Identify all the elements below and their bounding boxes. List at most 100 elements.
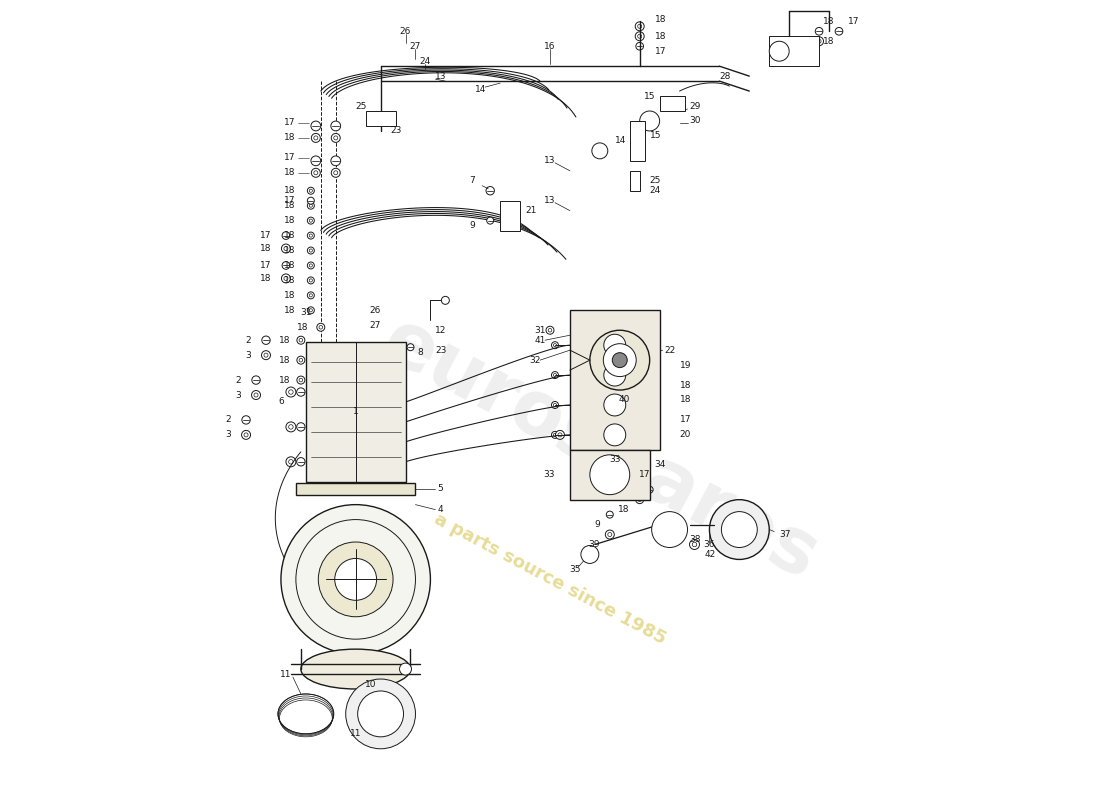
Circle shape (603, 344, 636, 377)
Circle shape (553, 403, 557, 406)
Text: 37: 37 (779, 530, 791, 539)
Circle shape (307, 247, 315, 254)
Circle shape (399, 663, 411, 675)
Circle shape (280, 505, 430, 654)
Text: 34: 34 (654, 460, 666, 470)
Circle shape (553, 434, 557, 437)
Circle shape (282, 274, 290, 283)
Text: 18: 18 (285, 261, 296, 270)
Circle shape (636, 496, 644, 504)
Circle shape (546, 326, 554, 334)
Circle shape (299, 358, 303, 362)
Text: 24: 24 (420, 57, 431, 66)
Text: 38: 38 (690, 535, 701, 544)
Circle shape (252, 390, 261, 399)
Circle shape (252, 376, 261, 384)
Bar (570, 310, 660, 450)
Text: 36: 36 (704, 540, 715, 549)
Circle shape (307, 292, 315, 299)
Circle shape (604, 394, 626, 416)
Circle shape (640, 111, 660, 131)
Circle shape (262, 336, 271, 344)
Text: 30: 30 (690, 117, 701, 126)
Bar (365, 111, 396, 126)
Circle shape (242, 430, 251, 439)
Circle shape (314, 170, 318, 175)
Text: 18: 18 (260, 244, 271, 253)
Text: a parts source since 1985: a parts source since 1985 (431, 510, 669, 648)
Text: 18: 18 (285, 201, 296, 210)
Circle shape (311, 156, 321, 166)
Circle shape (286, 457, 296, 466)
Circle shape (590, 455, 629, 494)
Circle shape (331, 121, 341, 131)
Text: 3: 3 (226, 430, 231, 439)
Text: 15: 15 (650, 131, 661, 141)
Circle shape (297, 422, 305, 431)
Text: 18: 18 (285, 231, 296, 240)
Circle shape (551, 342, 559, 349)
Circle shape (309, 294, 312, 297)
Circle shape (297, 336, 305, 344)
Circle shape (638, 34, 641, 38)
Text: 17: 17 (285, 154, 296, 162)
Text: 23: 23 (436, 346, 447, 354)
Text: 2: 2 (235, 375, 241, 385)
Circle shape (551, 371, 559, 378)
Circle shape (307, 277, 315, 284)
Text: 20: 20 (680, 430, 691, 439)
Text: 18: 18 (823, 17, 835, 26)
Circle shape (358, 691, 404, 737)
Circle shape (722, 512, 757, 547)
Text: 41: 41 (535, 336, 546, 345)
Text: 17: 17 (260, 231, 271, 240)
Circle shape (307, 232, 315, 239)
Circle shape (407, 344, 414, 350)
Text: 39: 39 (588, 540, 600, 549)
Text: 11: 11 (350, 730, 362, 738)
Circle shape (307, 202, 315, 209)
Circle shape (331, 168, 340, 178)
Circle shape (331, 134, 340, 142)
Text: 11: 11 (280, 670, 292, 678)
Circle shape (309, 249, 312, 252)
Text: 14: 14 (474, 85, 486, 94)
Circle shape (309, 234, 312, 237)
Circle shape (307, 307, 315, 314)
Text: 18: 18 (285, 186, 296, 195)
Circle shape (297, 356, 305, 364)
Text: 17: 17 (639, 470, 650, 479)
Circle shape (551, 402, 559, 409)
Circle shape (286, 387, 296, 397)
Circle shape (282, 244, 290, 253)
Text: 9: 9 (594, 520, 600, 529)
Circle shape (284, 277, 288, 281)
Text: 18: 18 (285, 291, 296, 300)
Text: 18: 18 (680, 395, 691, 405)
Text: 18: 18 (285, 134, 296, 142)
Text: 9: 9 (470, 221, 475, 230)
Circle shape (486, 186, 494, 195)
Text: 17: 17 (285, 196, 296, 205)
Circle shape (309, 309, 312, 312)
Circle shape (815, 37, 824, 46)
Text: 7: 7 (470, 176, 475, 186)
Circle shape (284, 246, 288, 250)
Circle shape (297, 376, 305, 384)
Circle shape (692, 542, 696, 546)
Text: 15: 15 (644, 91, 656, 101)
Text: 17: 17 (680, 415, 691, 425)
Text: 18: 18 (654, 15, 667, 24)
Bar (769, 36, 820, 66)
Text: 29: 29 (690, 102, 701, 110)
Text: eurospares: eurospares (370, 304, 830, 596)
Text: 12: 12 (436, 326, 447, 334)
Text: 18: 18 (285, 168, 296, 178)
Bar (629, 170, 640, 190)
Text: 13: 13 (544, 156, 556, 166)
Text: 18: 18 (285, 276, 296, 285)
Text: 18: 18 (279, 356, 290, 365)
Circle shape (635, 22, 645, 30)
Circle shape (441, 296, 450, 304)
Circle shape (651, 512, 688, 547)
